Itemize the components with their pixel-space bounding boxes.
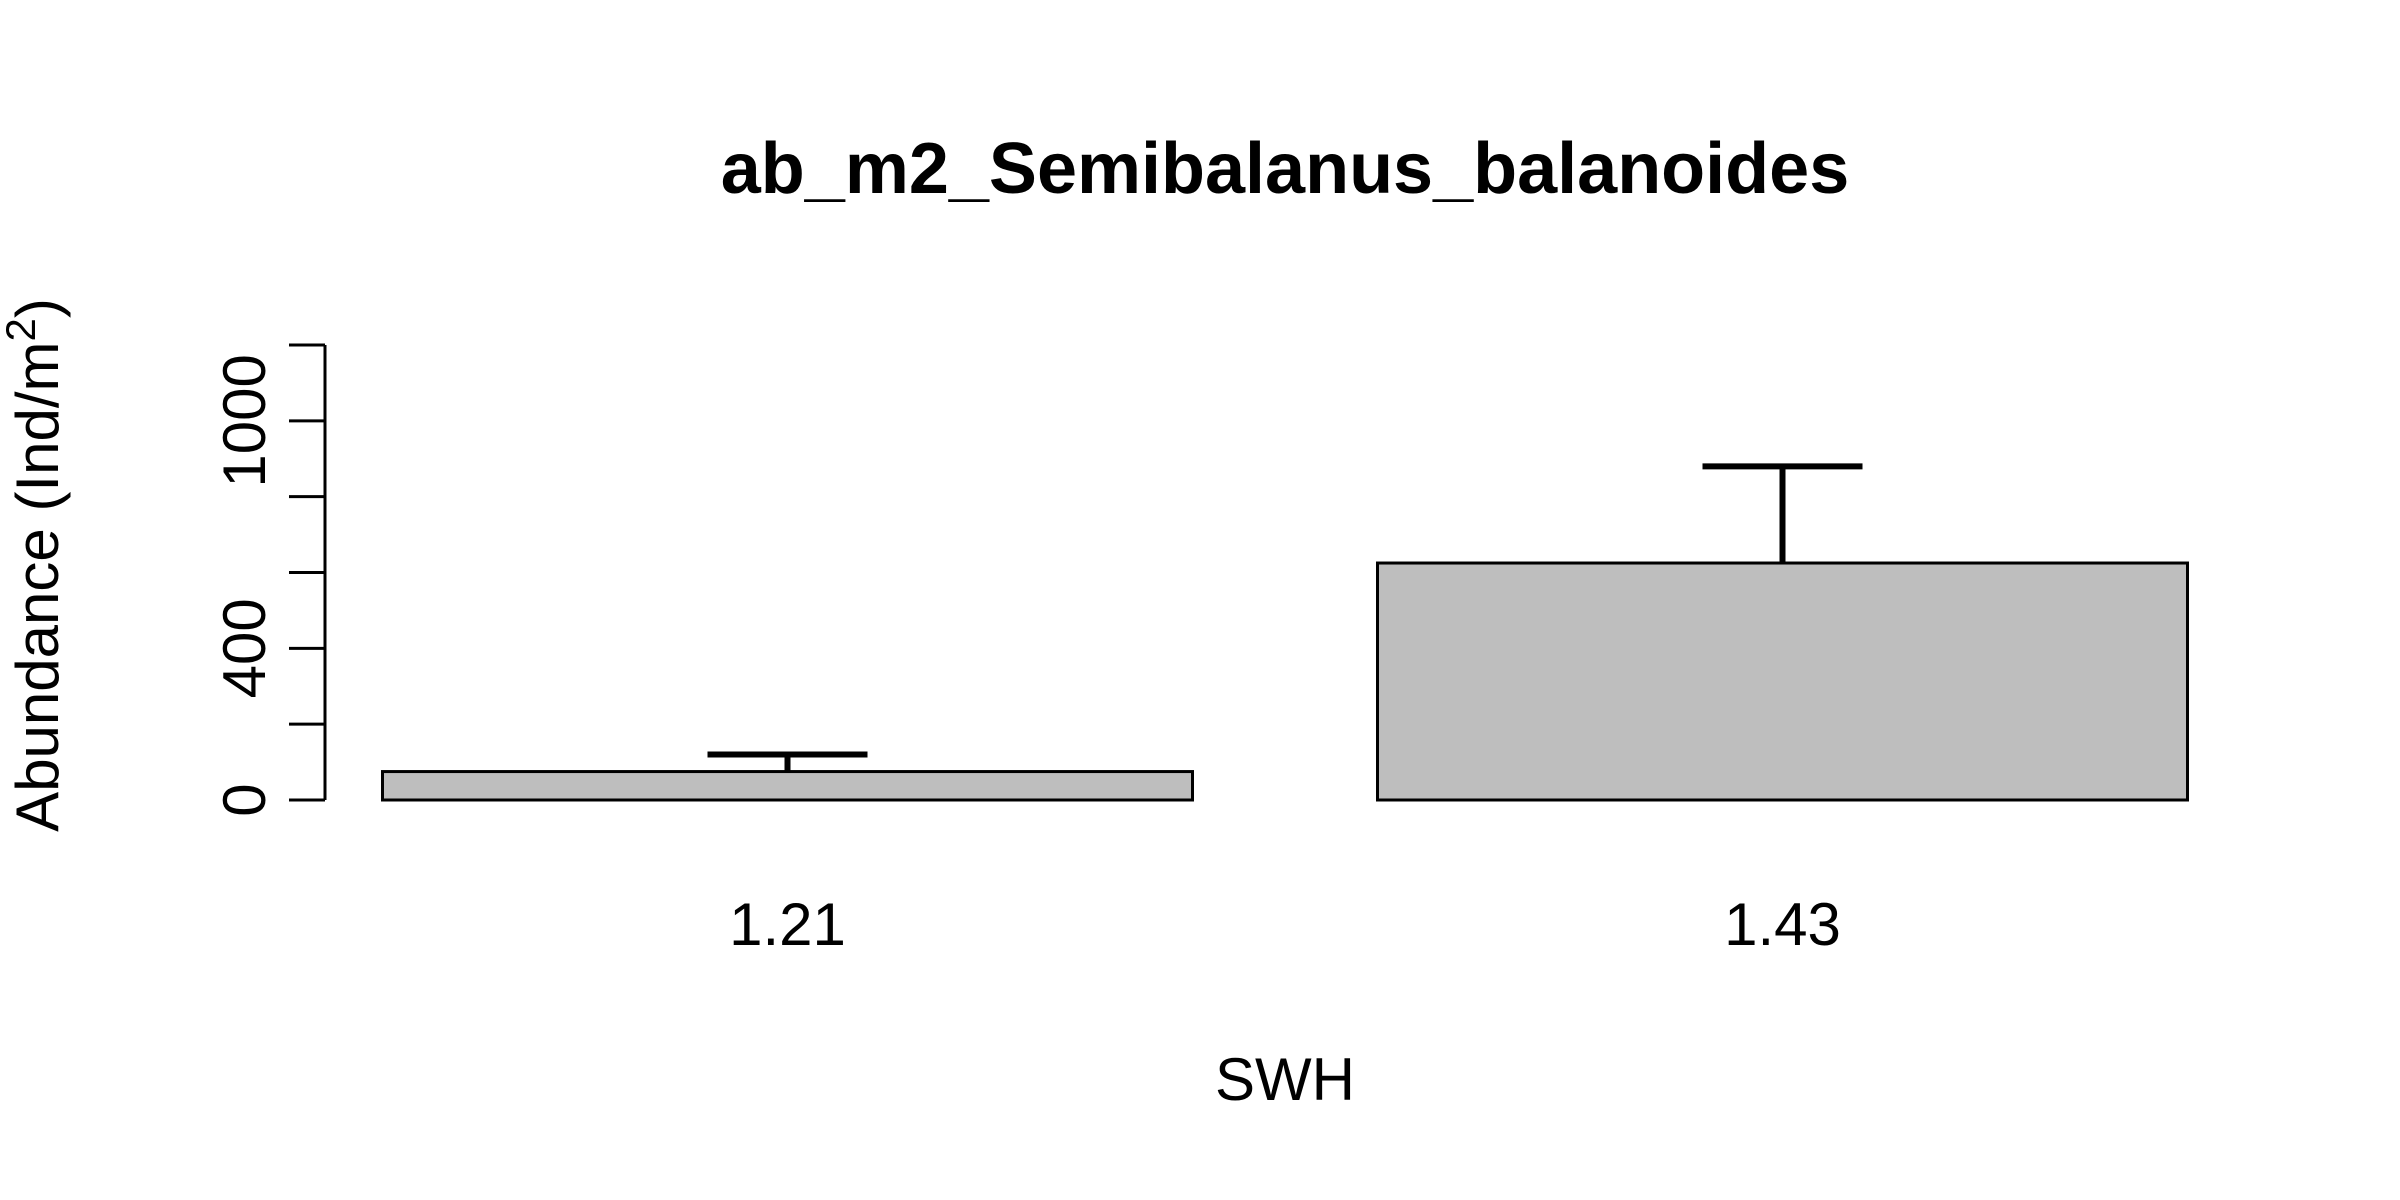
x-tick-label: 1.43 [1724,891,1841,958]
error-bars-group [707,463,1863,772]
bar [381,770,1194,802]
y-axis-title-main: Abundance (Ind/m [4,342,71,832]
bar [1376,561,2189,802]
x-axis-title: SWH [1215,1046,1355,1113]
y-tick-label: 0 [211,783,278,816]
chart-title: ab_m2_Semibalanus_balanoides [721,129,1849,209]
y-axis-title-superscript: 2 [0,318,44,341]
y-axis-title: Abundance (Ind/m2) [0,298,71,832]
y-tick-label: 400 [211,598,278,698]
y-tick-label: 1000 [211,354,278,487]
y-axis: 0 400 1000 [211,343,327,817]
y-axis-title-suffix: ) [4,298,71,318]
bars-group [381,561,2189,802]
x-tick-label: 1.21 [729,891,846,958]
x-tick-labels: 1.21 1.43 [729,891,1841,958]
